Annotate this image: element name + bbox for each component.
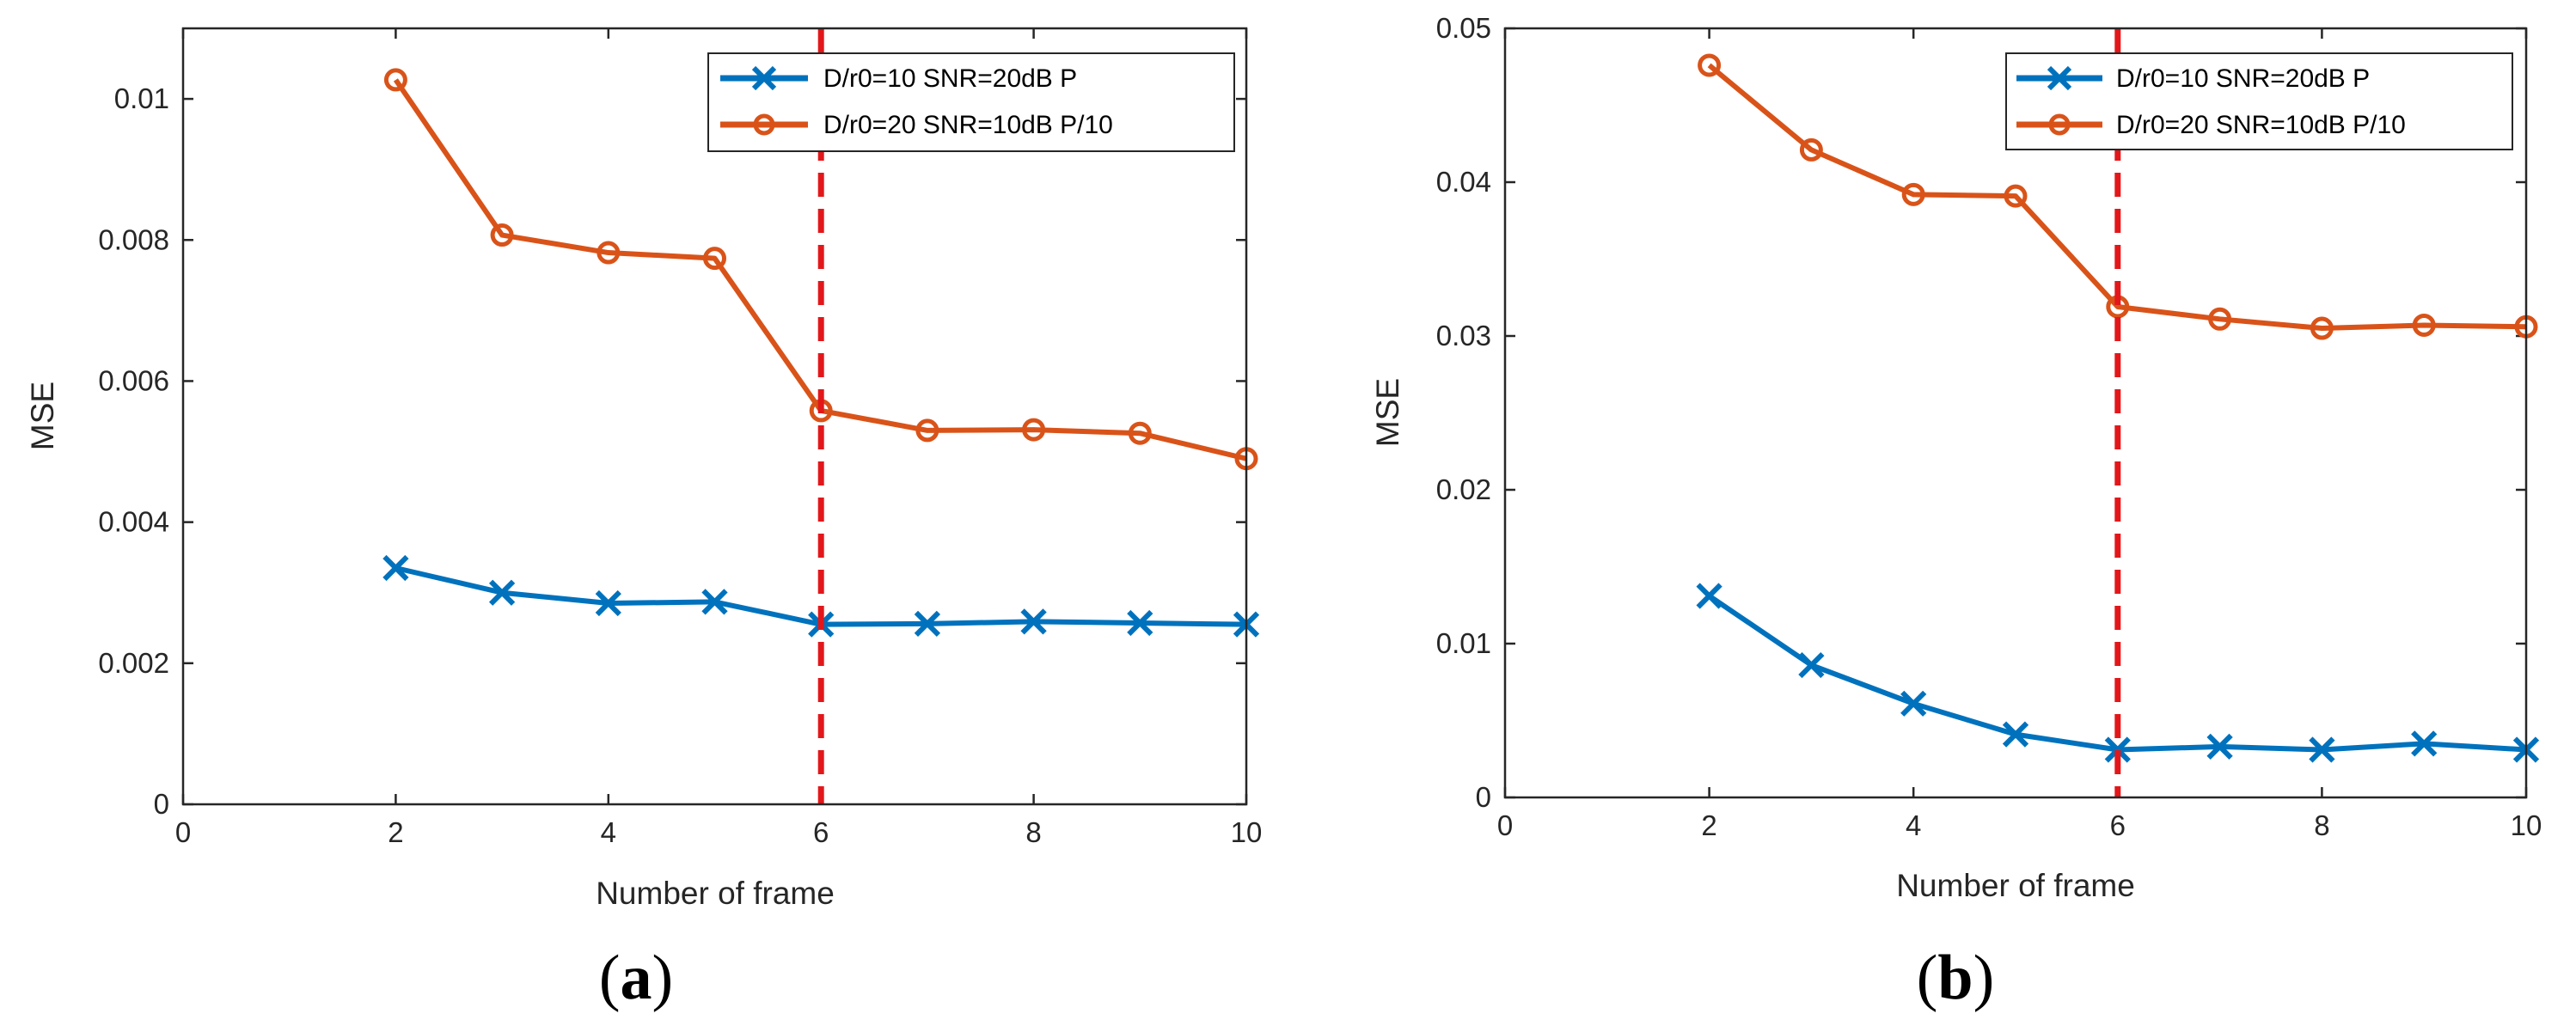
panel-a-point-o-marker bbox=[597, 241, 621, 265]
panel-a-x-tick-label: 4 bbox=[601, 816, 616, 848]
panel-a-point-o-marker bbox=[703, 247, 726, 271]
panel-b-legend-label-1: D/r0=10 SNR=20dB P bbox=[2116, 64, 2370, 93]
panel-b-legend-marker-x bbox=[2047, 65, 2072, 91]
panel-b-point-x-stroke bbox=[1798, 651, 1825, 679]
panel-b-x-tick-label: 0 bbox=[1497, 809, 1513, 841]
panel-a-x-tick-label: 8 bbox=[1025, 816, 1041, 848]
panel-b-point-o-marker bbox=[1799, 137, 1823, 162]
panel-a-y-tick-label: 0 bbox=[154, 788, 169, 820]
panel-a-point-x-marker bbox=[701, 589, 728, 615]
panel-b-y-tick-label: 0.04 bbox=[1436, 166, 1491, 198]
panel-a-y-tick-label: 0.002 bbox=[98, 647, 169, 679]
panel-b-legend-box bbox=[2005, 52, 2513, 150]
panel-b-point-x-marker bbox=[1798, 651, 1825, 679]
panel-b-point-x-marker bbox=[1900, 690, 1927, 717]
panel-b-y-tick-label: 0.03 bbox=[1436, 320, 1491, 351]
panel-a-axes-box bbox=[181, 27, 1248, 806]
panel-b-point-x-marker bbox=[1696, 583, 1722, 609]
panel-b-point-o-marker bbox=[2208, 307, 2232, 331]
panel-b-point-x-stroke bbox=[2309, 736, 2335, 763]
panel-a-point-x-marker bbox=[382, 554, 409, 582]
panel-b-legend-label-2: D/r0=20 SNR=10dB P/10 bbox=[2116, 111, 2406, 139]
panel-b-series-orange-line bbox=[1707, 63, 2527, 332]
panel-a-x-tick-label: 6 bbox=[813, 816, 829, 848]
panel-b-y-tick-label: 0.02 bbox=[1436, 473, 1491, 505]
panel-a-legend-label-2: D/r0=20 SNR=10dB P/10 bbox=[823, 111, 1113, 139]
panel-a-x-tick-label: 2 bbox=[388, 816, 403, 848]
panel-a-point-o-marker bbox=[915, 418, 939, 443]
panel-a-point-x-stroke bbox=[1127, 609, 1153, 637]
panel-a-legend-marker-x bbox=[751, 65, 777, 91]
panel-b-x-tick-label: 2 bbox=[1701, 809, 1716, 841]
panel-a-point-x-marker bbox=[1020, 608, 1047, 635]
panel-a-y-tick-label: 0.01 bbox=[114, 82, 169, 114]
panel-b-legend-marker-o bbox=[2048, 113, 2071, 136]
panel-b-point-o-marker bbox=[1698, 53, 1722, 77]
panel-b-point-x-marker bbox=[2104, 736, 2131, 763]
panel-a-y-tick-label: 0.006 bbox=[98, 364, 169, 396]
panel-a-x-tick-label: 0 bbox=[175, 816, 191, 848]
panel-a-y-axis-label: MSE bbox=[25, 382, 60, 450]
panel-a-plot-area bbox=[183, 28, 1246, 804]
panel-b-x-axis-label: Number of frame bbox=[1896, 868, 2135, 903]
panel-a-point-x-marker bbox=[914, 610, 941, 637]
panel-b-y-tick-label: 0.01 bbox=[1436, 627, 1491, 659]
panel-b-x-tick-label: 8 bbox=[2314, 809, 2329, 841]
panel-a-y-tick-label: 0.008 bbox=[98, 223, 169, 255]
panel-b-y-ticks: 0 0.01 0.02 0.03 0.04 0.05 bbox=[1436, 12, 2526, 813]
panel-b-point-o-marker bbox=[2412, 313, 2436, 337]
panel-a-legend: D/r0=10 SNR=20dB P D/r0=20 SNR=10dB P/10 bbox=[707, 52, 1235, 152]
panel-b-point-x-stroke bbox=[1900, 690, 1927, 717]
panel-a-point-x-stroke bbox=[595, 589, 621, 617]
panel-b-plot-area bbox=[1505, 28, 2526, 797]
panel-a-legend-label-1: D/r0=10 SNR=20dB P bbox=[823, 64, 1077, 93]
panel-a-chart: 0 0.002 0.004 0.006 0.008 0.01 0 2 4 6 8 10 MSE Nu… bbox=[25, 27, 1263, 1013]
panel-a-point-o-marker bbox=[383, 68, 407, 92]
panel-a-y-ticks: 0 0.002 0.004 0.006 0.008 0.01 bbox=[98, 82, 1246, 820]
panel-a-point-o-marker bbox=[490, 223, 514, 247]
panel-b-y-tick-label: 0 bbox=[1476, 781, 1491, 813]
panel-a-point-o-marker bbox=[1128, 421, 1152, 445]
panel-b-x-tick-label: 10 bbox=[2511, 809, 2542, 841]
panel-b-point-x-stroke bbox=[2104, 736, 2131, 763]
panel-b-point-x-marker bbox=[2206, 733, 2233, 760]
panel-b-y-axis-label: MSE bbox=[1370, 378, 1405, 447]
panel-a-point-x-stroke bbox=[701, 589, 728, 615]
panel-a-legend-box bbox=[707, 52, 1235, 152]
panel-a-point-x-stroke bbox=[382, 554, 409, 582]
panel-a-point-x-stroke bbox=[1020, 608, 1047, 635]
panel-b-point-x-stroke bbox=[2206, 733, 2233, 760]
panel-b-point-o-marker bbox=[2310, 316, 2334, 340]
panel-b-point-x-marker bbox=[2002, 721, 2029, 748]
panel-b-x-tick-label: 6 bbox=[2110, 809, 2126, 841]
panel-b-point-x-stroke bbox=[2411, 730, 2438, 757]
panel-b-point-o-marker bbox=[2004, 184, 2028, 208]
panel-a-legend-marker-o bbox=[753, 113, 775, 136]
panel-a-x-tick-label: 10 bbox=[1231, 816, 1263, 848]
panel-b-point-x-stroke bbox=[2002, 721, 2029, 748]
panel-a-y-tick-label: 0.004 bbox=[98, 506, 169, 538]
panel-b-axes-box bbox=[1503, 27, 2528, 799]
panel-b-point-x-stroke bbox=[1696, 583, 1722, 609]
panel-b-point-o-marker bbox=[1901, 182, 1925, 206]
panel-a-point-x-stroke bbox=[914, 610, 941, 637]
panel-b-y-tick-label: 0.05 bbox=[1436, 12, 1491, 44]
panel-a-point-o-marker bbox=[1022, 418, 1046, 442]
panel-a-point-x-stroke bbox=[488, 579, 516, 606]
panel-b-point-x-marker bbox=[2309, 736, 2335, 763]
panel-b-point-x-marker bbox=[2411, 730, 2438, 757]
panel-a-point-x-marker bbox=[1127, 609, 1153, 637]
panel-a-x-axis-label: Number of frame bbox=[596, 876, 835, 911]
panel-a-caption: (a) bbox=[599, 943, 673, 1013]
panel-a-point-x-marker bbox=[488, 579, 516, 606]
panel-b-chart: 0 0.01 0.02 0.03 0.04 0.05 0 2 4 6 8 10 MSE Number… bbox=[1370, 12, 2542, 1013]
panel-a-point-x-marker bbox=[595, 589, 621, 617]
panel-b-x-tick-label: 4 bbox=[1906, 809, 1921, 841]
panel-b-legend: D/r0=10 SNR=20dB P D/r0=20 SNR=10dB P/10 bbox=[2005, 52, 2513, 150]
panel-b-caption: (b) bbox=[1917, 943, 1994, 1013]
panel-a-x-ticks: 0 2 4 6 8 10 bbox=[175, 28, 1263, 848]
